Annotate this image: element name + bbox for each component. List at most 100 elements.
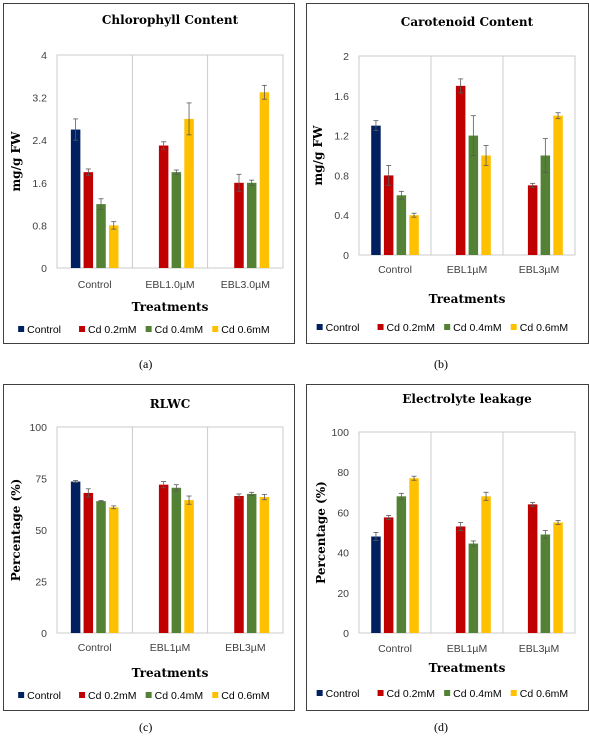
bar [481, 155, 491, 255]
bar [383, 517, 394, 633]
y-tick-label: 75 [35, 474, 47, 486]
legend-entry: Cd 0.2mM [88, 324, 136, 336]
legend-entry: Cd 0.2mM [387, 688, 435, 700]
legend-swatch [444, 690, 451, 696]
bar [371, 536, 381, 633]
bar [383, 175, 394, 255]
category-label: EBL3µM [225, 642, 265, 654]
bar [259, 497, 270, 633]
y-tick-label: 0.4 [334, 210, 349, 222]
y-tick-label: 80 [337, 467, 349, 479]
bar [96, 204, 106, 268]
category-label: EBL1µM [150, 642, 190, 654]
bar [158, 145, 169, 268]
y-tick-label: 25 [35, 577, 47, 589]
chart-panel-3: 0 20 40 60 80 100 Electrolyte leakage Percentag… [306, 384, 589, 711]
legend-swatch [212, 692, 219, 698]
legend-entry: Cd 0.6mM [221, 324, 269, 336]
caption-a: (a) [139, 357, 153, 371]
bar [409, 478, 419, 633]
legend-entry: Cd 0.4mM [155, 324, 203, 336]
bar [455, 526, 466, 633]
bar [234, 182, 244, 268]
y-tick-label: 0 [343, 250, 349, 262]
y-tick-label: 4 [41, 50, 47, 62]
bar [396, 496, 407, 633]
legend-entry: Control [326, 688, 360, 700]
legend-swatch [316, 324, 323, 330]
y-tick-label: 1.6 [32, 178, 47, 190]
bar [396, 195, 407, 255]
legend-swatch [444, 324, 451, 330]
x-axis-label: Treatments [429, 292, 506, 306]
bar [70, 481, 81, 633]
y-tick-label: 100 [331, 427, 349, 439]
category-label: Control [78, 279, 112, 291]
legend-swatch [510, 690, 517, 696]
panel-border [3, 3, 295, 344]
y-axis-label: mg/g FW [9, 131, 23, 192]
chart-title: Electrolyte leakage [402, 392, 532, 406]
bar [70, 129, 81, 268]
bar [527, 185, 538, 255]
bar [158, 484, 169, 633]
bar [96, 501, 106, 633]
bar [246, 493, 257, 633]
legend-swatch [316, 690, 323, 696]
legend-swatch [212, 326, 219, 332]
bar [540, 534, 551, 633]
category-label: Control [378, 264, 412, 276]
category-label: EBL1.0µM [145, 279, 194, 291]
y-tick-label: 20 [337, 588, 349, 600]
category-label: Control [78, 642, 112, 654]
y-tick-label: 1.6 [334, 91, 349, 103]
plot-area [358, 55, 576, 256]
bar [455, 85, 466, 255]
caption-d: (d) [434, 720, 448, 734]
legend-swatch [145, 326, 152, 332]
legend-entry: Control [27, 690, 61, 702]
y-tick-label: 0 [41, 263, 47, 275]
bar [83, 492, 94, 633]
x-axis-label: Treatments [132, 300, 209, 314]
legend-swatch [18, 692, 25, 698]
y-tick-label: 0 [343, 628, 349, 640]
bar [259, 92, 270, 269]
bar [468, 135, 479, 255]
bar [184, 118, 194, 269]
legend-entry: Cd 0.6mM [520, 688, 568, 700]
plot-area [358, 431, 576, 634]
category-label: EBL3µM [519, 643, 559, 655]
bar [108, 507, 119, 633]
chart-panel-2: 0 25 50 75 100 RLWC Percentage (%) Treatments Co… [3, 384, 295, 711]
category-label: EBL3.0µM [221, 279, 270, 291]
bar [553, 522, 563, 633]
bar [540, 155, 551, 255]
y-axis-label: Percentage (%) [9, 479, 23, 582]
x-axis-label: Treatments [132, 666, 209, 680]
y-tick-label: 0 [41, 628, 47, 640]
bar [553, 115, 563, 255]
legend-entry: Cd 0.2mM [88, 690, 136, 702]
chart-title: Chlorophyll Content [102, 13, 239, 27]
legend-entry: Control [326, 322, 360, 334]
bar [371, 125, 381, 256]
legend-entry: Cd 0.6mM [520, 322, 568, 334]
y-axis-label: mg/g FW [311, 125, 325, 186]
legend-entry: Cd 0.4mM [453, 688, 501, 700]
bar [246, 182, 257, 268]
plot-area [56, 54, 284, 269]
chart-panel-0: 0 0.8 1.6 2.4 3.2 4 Chlorophyll Content mg/g FW… [3, 3, 295, 344]
y-tick-label: 2 [343, 51, 349, 63]
chart-title: RLWC [150, 397, 191, 411]
category-label: EBL3µM [519, 264, 559, 276]
bar [468, 543, 479, 633]
x-axis-label: Treatments [429, 661, 506, 675]
legend-swatch [145, 692, 152, 698]
plot-area [56, 426, 284, 634]
legend-entry: Cd 0.4mM [453, 322, 501, 334]
legend-swatch [79, 326, 86, 332]
legend-entry: Cd 0.2mM [387, 322, 435, 334]
legend-swatch [377, 324, 384, 330]
